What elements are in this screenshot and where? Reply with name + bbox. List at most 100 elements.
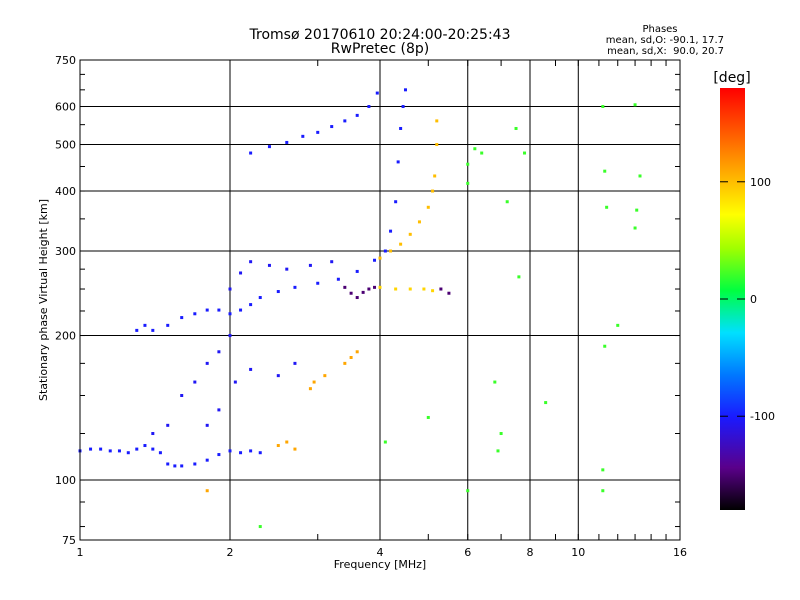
data-point [89,447,93,451]
data-point [276,374,280,378]
data-point [426,415,430,419]
data-point [249,303,253,307]
data-points [78,88,642,529]
data-point [180,316,184,320]
data-point [180,464,184,468]
data-point [408,232,412,236]
data-point [276,290,280,294]
data-point [228,334,232,338]
colorbar-tick-label: 100 [750,176,771,189]
data-point [514,126,518,130]
data-point [258,525,262,529]
x-tick-label: 6 [464,546,471,559]
data-point [493,380,497,384]
y-axis-label: Stationary phase Virtual Height [km] [37,199,50,401]
x-axis-label: Frequency [MHz] [334,558,426,571]
data-point [373,285,377,289]
data-point [267,145,271,149]
data-point [355,269,359,273]
x-tick-label: 4 [377,546,384,559]
data-point [135,447,139,451]
x-tick-label: 1 [77,546,84,559]
data-point [239,308,243,312]
chart-title: Tromsø 20170610 20:24:00-20:25:43 [249,27,511,43]
chart-subtitle: RwPretec (8p) [331,41,429,57]
data-point [367,105,371,109]
x-tick-label: 2 [227,546,234,559]
data-point [349,291,353,295]
data-point [108,449,112,453]
data-point [361,290,365,294]
data-point [228,287,232,291]
data-point [496,449,500,453]
data-point [330,260,334,264]
axis-ticks: 1 2 4 6 8 10 16 75 100 200 300 400 500 600 750 [55,54,687,559]
data-point [355,296,359,300]
data-point [601,105,605,109]
data-point [343,361,347,365]
data-point [435,119,439,123]
data-point [373,258,377,262]
data-point [293,447,297,451]
data-point [605,205,609,209]
data-point [308,263,312,267]
y-tick-label: 600 [55,101,76,114]
data-point [431,289,435,293]
data-point [426,205,430,209]
data-point [217,453,221,457]
data-point [408,287,412,291]
data-point [355,350,359,354]
data-point [633,103,637,107]
data-point [143,323,147,327]
data-point [399,126,403,130]
data-point [439,287,443,291]
data-point [143,444,147,448]
data-point [249,151,253,155]
data-point [301,134,305,138]
y-tick-label: 100 [55,474,76,487]
data-point [349,355,353,359]
data-point [228,312,232,316]
data-point [394,200,398,204]
colorbar-tick-label: 0 [750,293,757,306]
data-point [217,350,221,354]
data-point [151,328,155,332]
data-point [239,271,243,275]
data-point [312,380,316,384]
data-point [239,451,243,455]
x-tick-label: 16 [673,546,687,559]
y-tick-label: 400 [55,185,76,198]
data-point [378,285,382,289]
data-point [336,277,340,281]
data-point [166,423,170,427]
data-point [126,451,130,455]
data-point [389,249,393,253]
data-point [205,423,209,427]
y-tick-label: 300 [55,245,76,258]
data-point [151,447,155,451]
data-point [499,432,503,436]
data-point [466,489,470,493]
data-point [151,432,155,436]
data-point [258,296,262,300]
data-point [193,312,197,316]
x-tick-label: 10 [571,546,585,559]
data-point [285,140,289,144]
data-point [375,91,379,95]
data-point [505,200,509,204]
data-point [267,263,271,267]
data-point [399,242,403,246]
data-point [193,380,197,384]
data-point [523,151,527,155]
data-point [616,323,620,327]
data-point [117,449,121,453]
data-point [378,256,382,260]
y-tick-label: 200 [55,330,76,343]
data-point [355,113,359,117]
data-point [401,105,405,109]
data-point [603,344,607,348]
data-point [205,361,209,365]
data-point [166,323,170,327]
colorbar-tick-label: -100 [750,410,775,423]
